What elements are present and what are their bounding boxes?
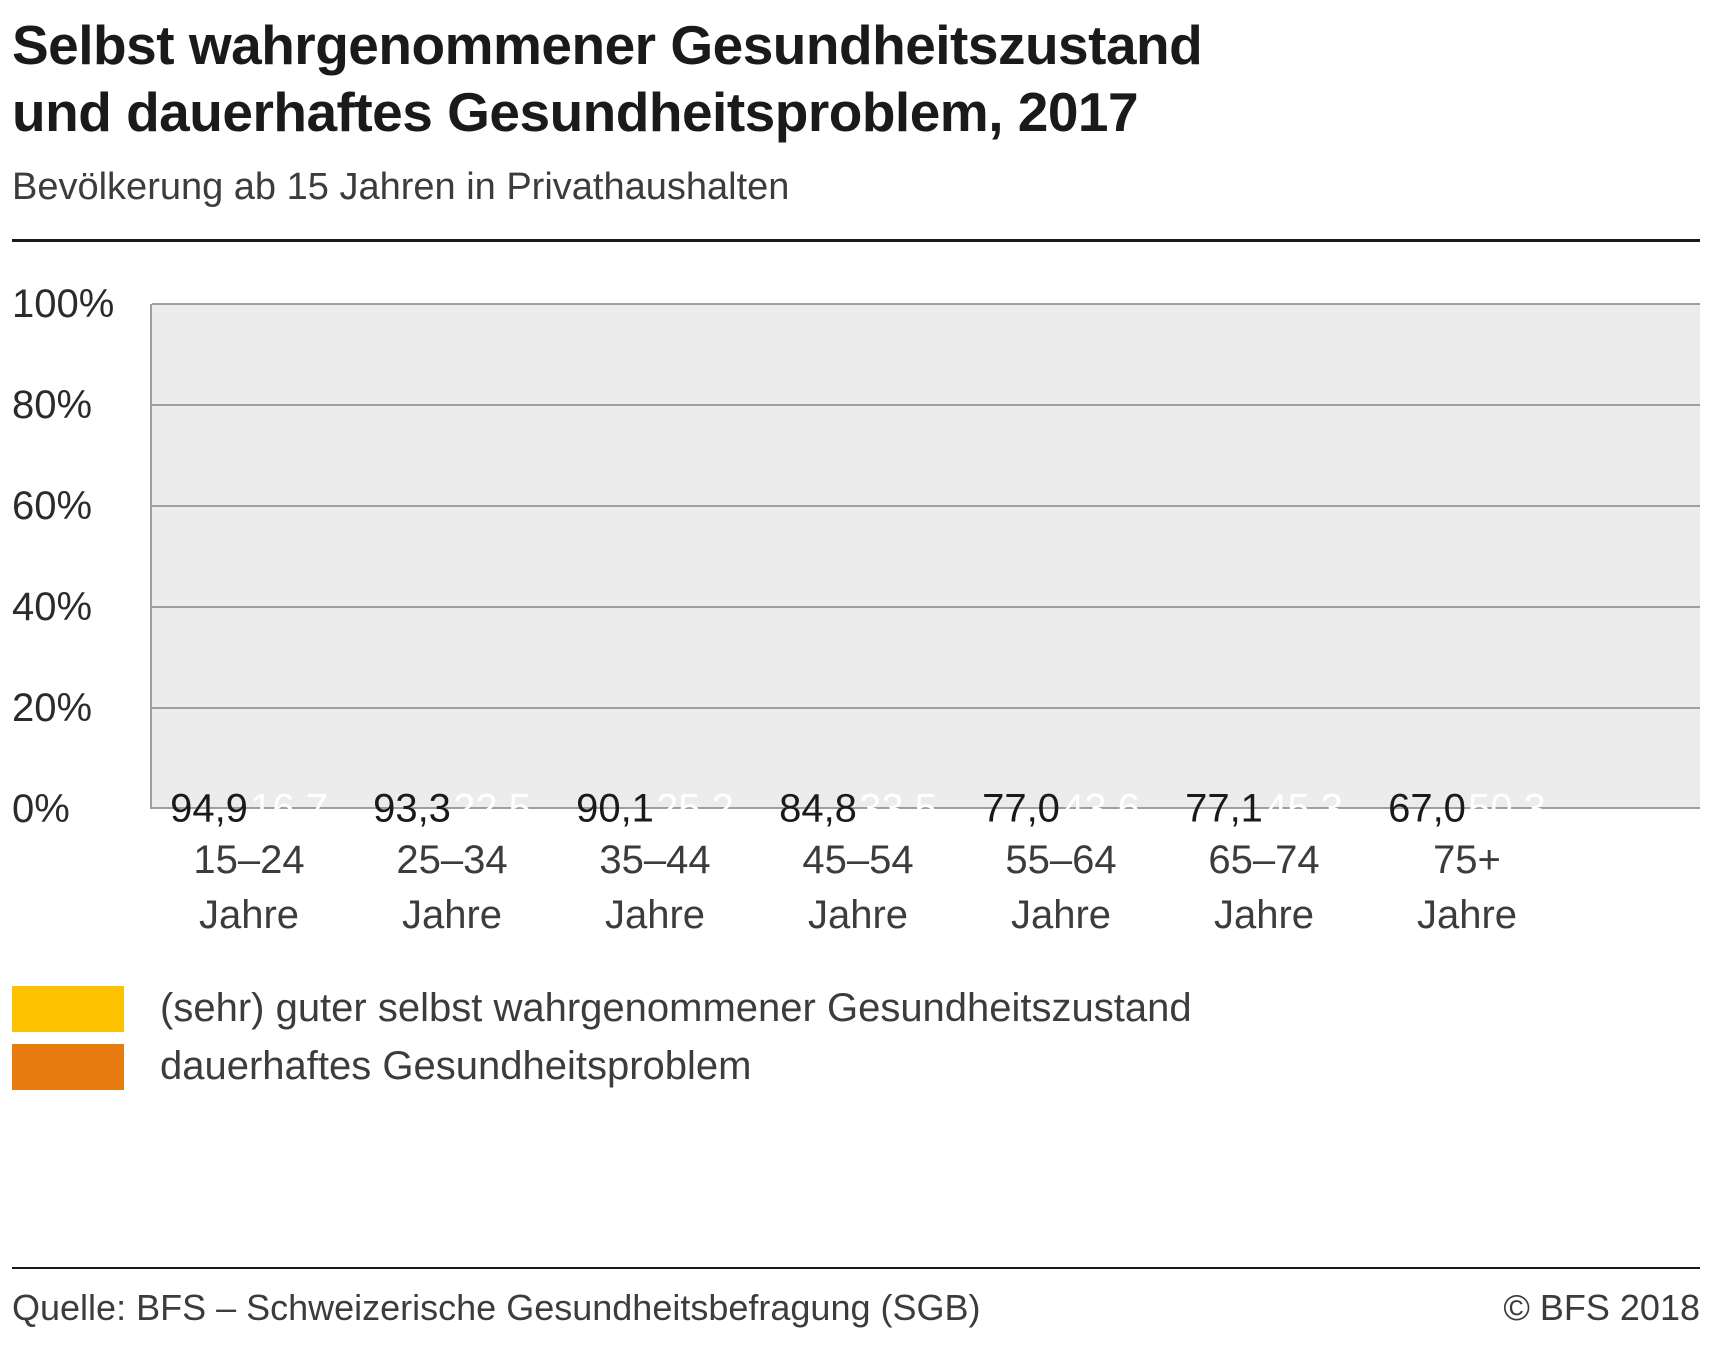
- footer-row: Quelle: BFS – Schweizerische Gesundheits…: [12, 1269, 1700, 1345]
- bar-value-label: 50,3: [1468, 786, 1546, 831]
- x-axis-label-range: 65–74: [1208, 838, 1320, 883]
- bar-value-label: 67,0: [1388, 786, 1466, 831]
- x-axis-label: 65–74 Jahre: [1184, 833, 1344, 943]
- x-axis-label-range: 25–34: [396, 838, 508, 883]
- footer-divider: [12, 1267, 1700, 1269]
- gridline: [152, 303, 1700, 306]
- bar-value-label: 77,0: [982, 786, 1060, 831]
- x-axis-label-unit: Jahre: [401, 893, 503, 938]
- legend-swatch-lasting-problem: [12, 1043, 124, 1090]
- x-axis-label-unit: Jahre: [604, 893, 706, 938]
- bar-value-label: 16,7: [250, 786, 328, 831]
- x-axis-label: 35–44 Jahre: [575, 833, 735, 943]
- y-tick-label: 60%: [12, 484, 93, 529]
- y-axis: 0% 20% 40% 60% 80% 100%: [12, 284, 150, 829]
- x-axis-label-range: 15–24: [193, 838, 305, 883]
- legend-item: dauerhaftes Gesundheitsproblem: [12, 1043, 1700, 1090]
- x-axis-label: 25–34 Jahre: [372, 833, 532, 943]
- x-axis-label: 55–64 Jahre: [981, 833, 1141, 943]
- plot-row: 0% 20% 40% 60% 80% 100% 94,9 16,7 93,3 22,5 90,1 2…: [12, 284, 1700, 831]
- legend-label: (sehr) guter selbst wahrgenommener Gesun…: [160, 986, 1192, 1031]
- x-axis-label-range: 75+: [1433, 838, 1501, 883]
- plot-area: 94,9 16,7 93,3 22,5 90,1 25,2 84,8 33,5 77,0 43,6…: [150, 303, 1700, 831]
- footer: Quelle: BFS – Schweizerische Gesundheits…: [12, 1267, 1700, 1345]
- page-title-line1: Selbst wahrgenommener Gesundheitszustand: [12, 14, 1203, 76]
- bar-value-label: 93,3: [373, 786, 451, 831]
- legend-swatch-good-health: [12, 985, 124, 1032]
- bar-value-label: 45,3: [1265, 786, 1343, 831]
- bar-value-label: 33,5: [859, 786, 937, 831]
- source-text: Quelle: BFS – Schweizerische Gesundheits…: [12, 1287, 981, 1328]
- y-tick-label: 80%: [12, 383, 93, 428]
- bar-value-label: 90,1: [576, 786, 654, 831]
- x-axis-label: 75+ Jahre: [1387, 833, 1547, 943]
- x-axis-label-range: 45–54: [802, 838, 914, 883]
- gridline: [152, 807, 1700, 810]
- bar-value-label: 94,9: [170, 786, 248, 831]
- legend: (sehr) guter selbst wahrgenommener Gesun…: [12, 985, 1700, 1090]
- x-axis-label-unit: Jahre: [1010, 893, 1112, 938]
- legend-item: (sehr) guter selbst wahrgenommener Gesun…: [12, 985, 1700, 1032]
- y-tick-label: 100%: [12, 282, 115, 327]
- gridline: [152, 404, 1700, 407]
- legend-label: dauerhaftes Gesundheitsproblem: [160, 1044, 752, 1089]
- header-divider: [12, 239, 1700, 243]
- page-title-line2: und dauerhaftes Gesundheitsproblem, 2017: [12, 81, 1139, 144]
- gridline: [152, 505, 1700, 508]
- y-tick-label: 0%: [12, 787, 70, 832]
- x-axis-labels: 15–24 Jahre 25–34 Jahre 35–44 Jahre 45–54 Jahre…: [152, 833, 1700, 943]
- x-axis-label: 45–54 Jahre: [778, 833, 938, 943]
- x-axis-label-unit: Jahre: [198, 893, 300, 938]
- gridline: [152, 606, 1700, 609]
- gridline: [152, 707, 1700, 710]
- page-title: Selbst wahrgenommener Gesundheitszustand…: [12, 12, 1700, 146]
- copyright-text: © BFS 2018: [1503, 1287, 1700, 1328]
- bar-value-label: 43,6: [1062, 786, 1140, 831]
- bars-row: 94,9 16,7 93,3 22,5 90,1 25,2 84,8 33,5 77,0 43,6…: [152, 304, 1700, 831]
- x-axis-label-unit: Jahre: [1213, 893, 1315, 938]
- x-axis-label-unit: Jahre: [1416, 893, 1518, 938]
- bar-value-label: 77,1: [1185, 786, 1263, 831]
- grouped-bar-chart: 0% 20% 40% 60% 80% 100% 94,9 16,7 93,3 22,5 90,1 2…: [12, 284, 1700, 943]
- bar-value-label: 22,5: [453, 786, 531, 831]
- y-tick-label: 20%: [12, 686, 93, 731]
- page-subtitle: Bevölkerung ab 15 Jahren in Privathausha…: [12, 166, 790, 209]
- x-axis-label-unit: Jahre: [807, 893, 909, 938]
- bar-value-label: 25,2: [656, 786, 734, 831]
- y-tick-label: 40%: [12, 585, 93, 630]
- x-axis-label-range: 55–64: [1005, 838, 1117, 883]
- x-axis-label-range: 35–44: [599, 838, 711, 883]
- bar-value-label: 84,8: [779, 786, 857, 831]
- x-axis-label: 15–24 Jahre: [169, 833, 329, 943]
